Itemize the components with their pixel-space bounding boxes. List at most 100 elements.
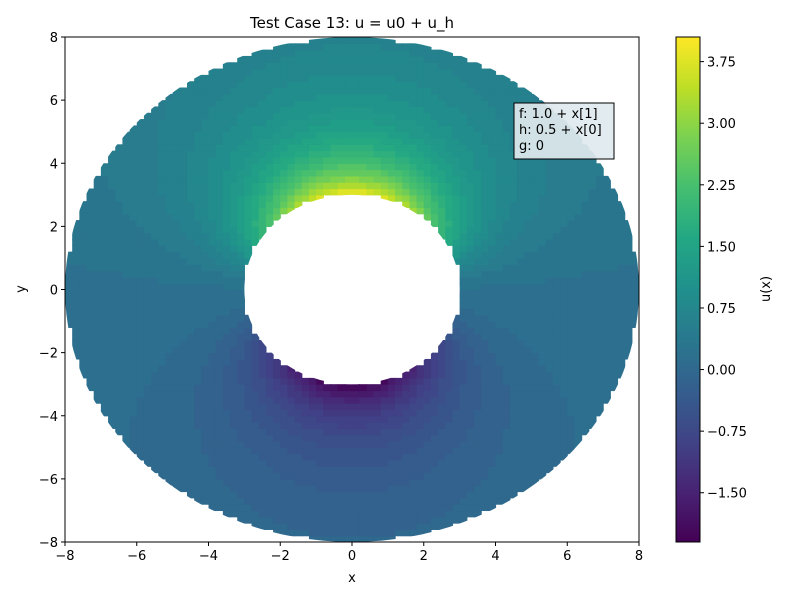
field-cell xyxy=(545,340,554,347)
field-cell xyxy=(244,226,253,234)
field-cell xyxy=(344,529,353,537)
field-cell xyxy=(495,93,504,101)
field-cell xyxy=(416,131,425,139)
field-cell xyxy=(423,55,432,63)
field-cell xyxy=(194,289,202,297)
field-cell xyxy=(509,239,518,246)
field-cell xyxy=(459,403,468,411)
field-cell xyxy=(488,226,497,234)
field-cell xyxy=(524,459,532,467)
x-tick-label: 6 xyxy=(563,549,571,564)
field-cell xyxy=(538,333,547,341)
field-cell xyxy=(531,213,540,221)
field-cell xyxy=(517,377,525,385)
field-cell xyxy=(344,93,353,101)
field-cell xyxy=(186,340,195,347)
field-cell xyxy=(409,43,418,51)
field-cell xyxy=(552,289,561,297)
field-cell xyxy=(265,403,274,411)
field-cell xyxy=(373,485,382,493)
field-cell xyxy=(473,93,482,101)
field-cell xyxy=(273,201,281,209)
field-cell xyxy=(409,428,418,436)
field-cell xyxy=(244,371,253,379)
field-cell xyxy=(567,156,576,164)
field-cell xyxy=(237,434,245,442)
field-cell xyxy=(230,175,238,183)
field-cell xyxy=(237,422,245,429)
y-tick-label: 8 xyxy=(50,31,58,46)
field-cell xyxy=(201,321,210,328)
field-cell xyxy=(481,264,489,272)
field-cell xyxy=(308,87,317,95)
field-cell xyxy=(337,43,346,51)
field-cell xyxy=(251,100,260,108)
field-cell xyxy=(222,371,231,379)
field-cell xyxy=(115,188,123,196)
field-cell xyxy=(574,428,583,436)
field-cell xyxy=(366,119,375,126)
field-cell xyxy=(430,100,439,108)
field-cell xyxy=(567,251,576,259)
field-cell xyxy=(323,182,332,190)
field-cell xyxy=(352,112,360,120)
field-cell xyxy=(194,358,202,366)
field-cell xyxy=(438,49,446,57)
field-cell xyxy=(273,510,281,518)
field-cell xyxy=(158,346,167,354)
field-cell xyxy=(287,131,296,139)
field-cell xyxy=(581,409,590,417)
field-cell xyxy=(416,156,425,164)
field-cell xyxy=(172,340,181,347)
field-cell xyxy=(430,510,439,518)
field-cell xyxy=(552,220,561,227)
field-cell xyxy=(423,365,432,373)
field-cell xyxy=(93,276,102,284)
field-cell xyxy=(430,68,439,76)
field-cell xyxy=(258,213,267,221)
field-cell xyxy=(215,321,224,328)
field-cell xyxy=(495,358,504,366)
field-cell xyxy=(273,207,281,215)
field-cell xyxy=(122,251,131,259)
field-cell xyxy=(244,112,253,120)
field-cell xyxy=(208,194,217,202)
field-cell xyxy=(567,346,576,354)
field-cell xyxy=(445,188,454,196)
field-cell xyxy=(215,403,224,411)
field-cell xyxy=(230,453,238,461)
field-cell xyxy=(387,150,396,158)
field-cell xyxy=(100,289,109,297)
field-cell xyxy=(481,175,489,183)
field-cell xyxy=(280,409,289,417)
field-cell xyxy=(416,144,425,152)
field-cell xyxy=(186,302,195,310)
field-cell xyxy=(194,251,202,259)
field-cell xyxy=(402,453,410,461)
field-cell xyxy=(258,365,267,373)
field-cell xyxy=(194,459,202,467)
field-cell xyxy=(122,409,131,417)
field-cell xyxy=(373,188,382,196)
field-cell xyxy=(151,409,159,417)
field-cell xyxy=(165,390,174,398)
field-cell xyxy=(552,365,561,373)
field-cell xyxy=(100,232,109,240)
field-cell xyxy=(158,409,167,417)
field-cell xyxy=(560,194,568,202)
field-cell xyxy=(273,150,281,158)
field-cell xyxy=(158,175,167,183)
field-cell xyxy=(481,283,489,291)
field-cell xyxy=(158,207,167,215)
field-cell xyxy=(574,207,583,215)
field-cell xyxy=(194,491,202,499)
field-cell xyxy=(459,516,468,524)
field-cell xyxy=(617,239,626,246)
field-cell xyxy=(495,220,504,227)
field-cell xyxy=(380,441,389,448)
field-cell xyxy=(208,276,217,284)
field-cell xyxy=(531,321,540,328)
field-cell xyxy=(222,358,231,366)
field-cell xyxy=(481,422,489,429)
field-cell xyxy=(560,396,568,404)
